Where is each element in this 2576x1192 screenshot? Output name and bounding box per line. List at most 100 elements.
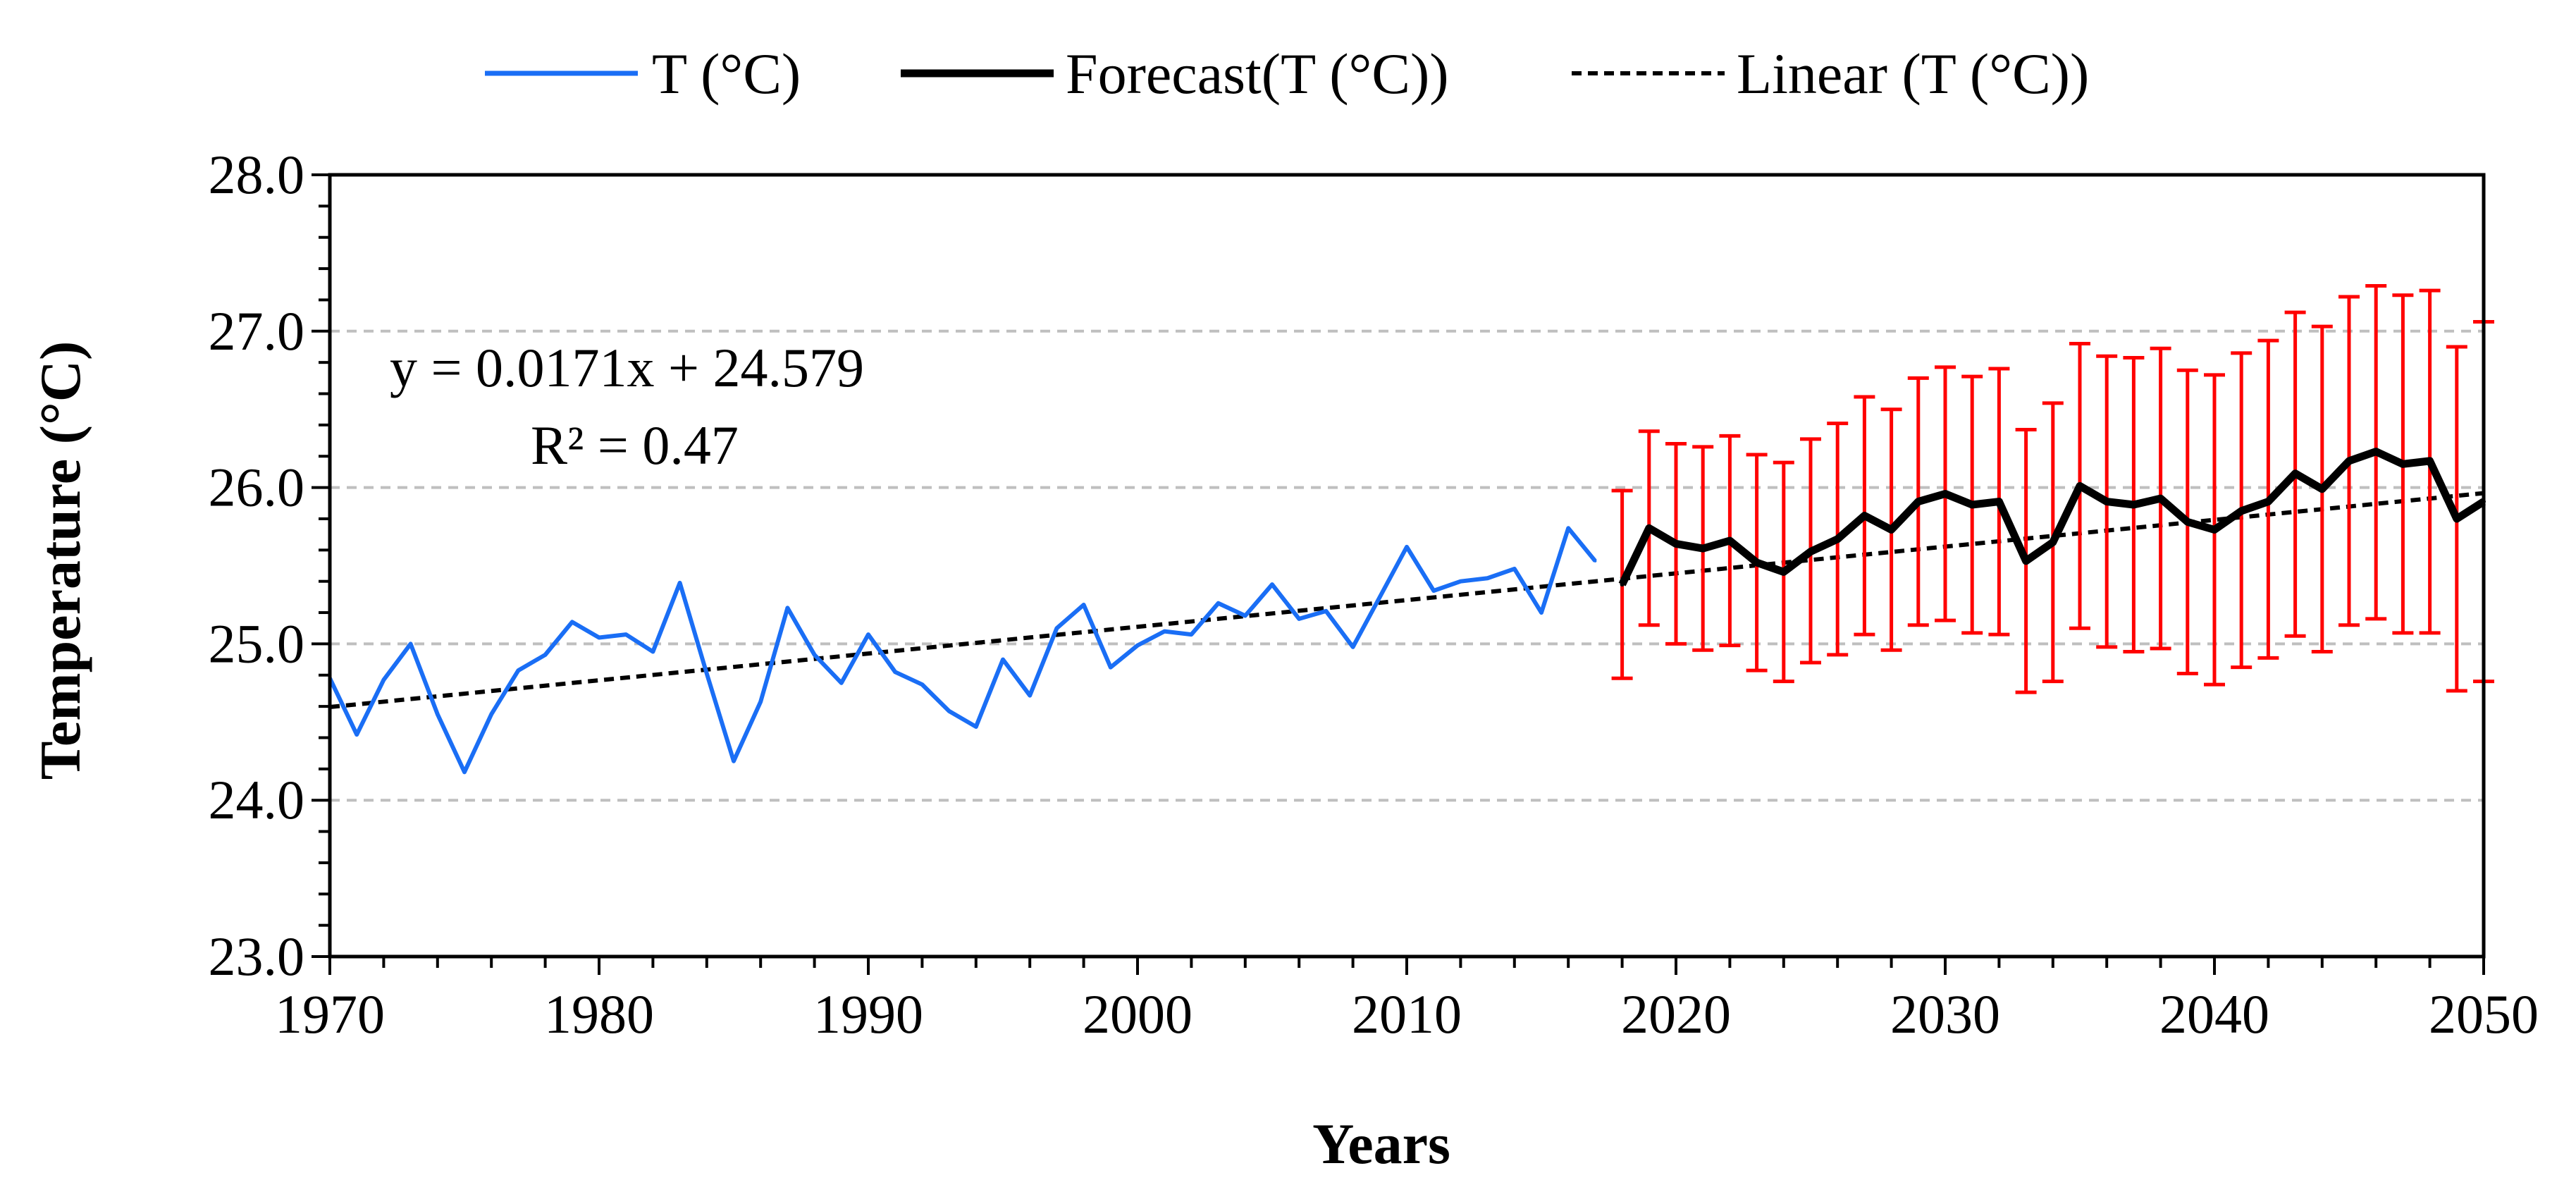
- observed-point-2000: [1136, 644, 1139, 647]
- forecast-point-2045: [2347, 458, 2351, 463]
- x-tick-label-1980: 1980: [544, 983, 654, 1045]
- forecast-point-2047: [2401, 462, 2405, 467]
- forecast-point-2032: [1997, 499, 2002, 504]
- observed-point-1991: [894, 670, 897, 674]
- observed-point-2016: [1567, 527, 1570, 530]
- forecast-point-2022: [1727, 539, 1732, 543]
- forecast-point-2035: [2078, 484, 2082, 489]
- observed-point-1988: [813, 653, 816, 656]
- forecast-point-2023: [1754, 560, 1759, 565]
- forecast-point-2020: [1674, 541, 1678, 546]
- r-squared-label: R² = 0.47: [531, 414, 739, 476]
- forecast-point-2049: [2454, 516, 2459, 521]
- forecast-point-2028: [1889, 527, 1894, 532]
- forecast-point-2026: [1835, 536, 1840, 541]
- observed-point-1975: [463, 770, 466, 774]
- y-tick-label-26.0: 26.0: [209, 457, 305, 518]
- observed-point-2004: [1243, 614, 1247, 617]
- forecast-point-2033: [2023, 558, 2028, 563]
- observed-point-1976: [490, 713, 493, 716]
- trendline-series: [329, 491, 2484, 709]
- forecast-point-2024: [1781, 570, 1786, 575]
- observed-point-2010: [1405, 545, 1408, 548]
- observed-point-1982: [651, 650, 655, 653]
- trend-line: [329, 491, 2484, 709]
- observed-point-1981: [624, 633, 628, 637]
- observed-point-1996: [1028, 694, 1032, 697]
- forecast-point-2037: [2131, 502, 2136, 507]
- observed-point-2001: [1163, 629, 1166, 633]
- forecast-point-2019: [1646, 526, 1651, 531]
- forecast-point-2031: [1970, 502, 1975, 507]
- observed-point-2003: [1216, 601, 1220, 605]
- forecast-point-2021: [1701, 546, 1706, 551]
- observed-point-2012: [1459, 579, 1462, 583]
- y-tick-label-23.0: 23.0: [209, 926, 305, 987]
- x-tick-label-2050: 2050: [2429, 983, 2539, 1045]
- x-tick-label-1990: 1990: [813, 983, 923, 1045]
- x-tick-label-2020: 2020: [1621, 983, 1731, 1045]
- x-axis-title: Years: [1312, 1112, 1450, 1176]
- y-tick-label-27.0: 27.0: [209, 300, 305, 362]
- forecast-point-2046: [2374, 449, 2379, 454]
- observed-point-1971: [355, 733, 359, 737]
- x-tick-label-2030: 2030: [1890, 983, 2000, 1045]
- observed-point-1990: [867, 633, 870, 637]
- observed-point-2015: [1540, 611, 1543, 615]
- observed-point-1986: [759, 700, 763, 703]
- x-tick-label-2040: 2040: [2159, 983, 2269, 1045]
- observed-point-2009: [1378, 595, 1381, 598]
- observed-point-2002: [1190, 633, 1193, 637]
- observed-point-2011: [1432, 589, 1436, 592]
- observed-point-1973: [409, 642, 412, 646]
- legend-label-linear: Linear (T (°C)): [1737, 42, 2089, 106]
- observed-point-1994: [974, 725, 978, 728]
- observed-point-1980: [598, 636, 600, 639]
- observed-point-2013: [1486, 577, 1489, 580]
- observed-line: [328, 526, 1597, 775]
- observed-point-1989: [839, 681, 843, 684]
- observed-point-1987: [786, 606, 789, 610]
- forecast-series: [1618, 448, 2486, 587]
- observed-point-1997: [1055, 627, 1059, 630]
- forecast-point-2029: [1916, 499, 1921, 504]
- y-tick-label-28.0: 28.0: [209, 144, 305, 205]
- observed-point-1999: [1109, 665, 1112, 669]
- x-tick-label-2000: 2000: [1083, 983, 1193, 1045]
- forecast-point-2030: [1943, 491, 1947, 496]
- observed-series: [328, 526, 1597, 775]
- observed-point-1972: [382, 678, 386, 682]
- x-tick-label-2010: 2010: [1352, 983, 1462, 1045]
- forecast-point-2036: [2104, 499, 2109, 504]
- forecast-point-2048: [2427, 458, 2432, 463]
- observed-point-1984: [705, 672, 708, 675]
- x-tick-label-1970: 1970: [275, 983, 385, 1045]
- gridlines: [330, 329, 2484, 802]
- observed-point-2014: [1512, 567, 1516, 570]
- forecast-point-2042: [2266, 499, 2271, 504]
- forecast-point-2044: [2319, 486, 2324, 491]
- observed-point-1998: [1082, 603, 1085, 606]
- x-axis-ticks: 1970 1980 1990 2000 2010 2020 2030 2040 2050: [275, 957, 2539, 1045]
- y-axis-title: Temperature (°C): [28, 341, 92, 780]
- forecast-point-2039: [2185, 520, 2190, 524]
- observed-point-2008: [1351, 645, 1355, 649]
- forecast-point-2038: [2158, 496, 2163, 501]
- y-tick-label-24.0: 24.0: [209, 769, 305, 830]
- observed-point-1979: [570, 620, 574, 624]
- forecast-point-2040: [2212, 527, 2217, 532]
- forecast-point-2034: [2050, 540, 2055, 545]
- observed-point-2006: [1298, 617, 1301, 620]
- observed-point-1993: [947, 709, 951, 713]
- observed-point-1992: [920, 683, 924, 687]
- observed-point-1974: [436, 713, 439, 716]
- forecast-point-2043: [2293, 471, 2298, 476]
- observed-point-2007: [1324, 609, 1328, 613]
- observed-point-2005: [1271, 583, 1274, 586]
- forecast-point-2018: [1620, 582, 1625, 587]
- y-axis-ticks: 23.0 24.0 25.0 26.0 27.0 28.0: [209, 144, 330, 987]
- observed-point-1985: [732, 759, 735, 763]
